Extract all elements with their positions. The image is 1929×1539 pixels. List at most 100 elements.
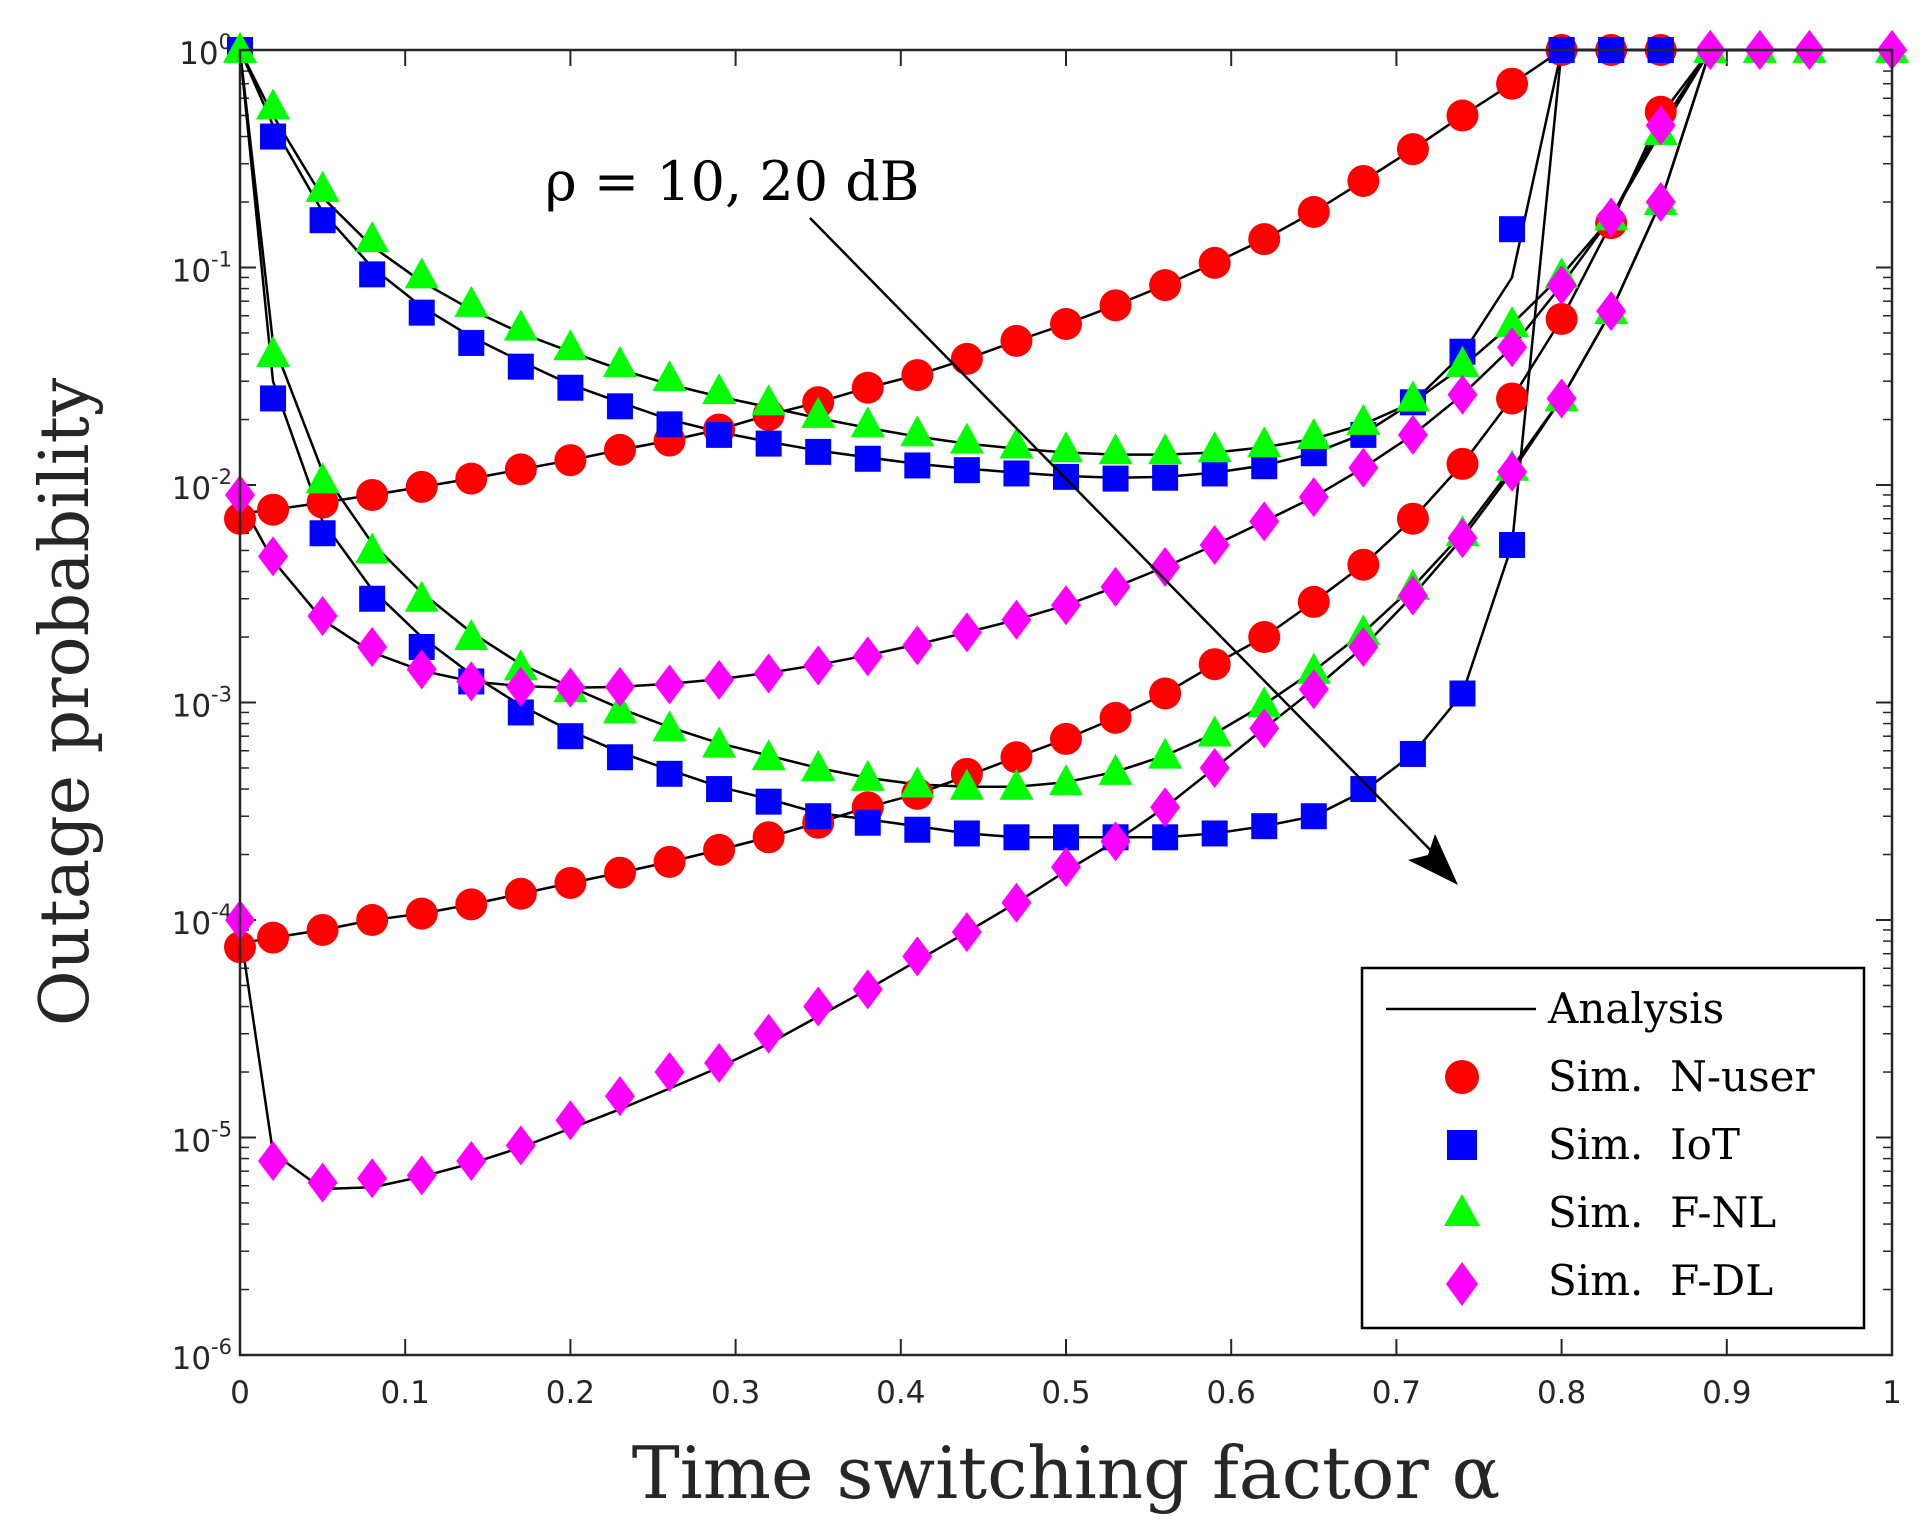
data-point-diamond <box>1150 787 1181 828</box>
data-point-circle <box>901 359 934 392</box>
data-point-triangle <box>1197 431 1232 463</box>
data-point-square <box>1201 460 1228 487</box>
data-point-square <box>1251 453 1278 480</box>
data-point-diamond <box>951 912 982 953</box>
data-point-triangle <box>1296 652 1331 684</box>
sim-markers <box>223 30 1909 1203</box>
data-point-diamond <box>505 666 536 707</box>
data-point-diamond <box>704 1043 735 1084</box>
legend-label-fdl: Sim. F-DL <box>1548 1256 1773 1305</box>
data-point-circle <box>356 478 389 511</box>
data-point-triangle <box>355 532 390 564</box>
data-point-triangle <box>454 619 489 651</box>
legend-marker-nuser <box>1445 1060 1479 1094</box>
y-tick-label: 10-1 <box>172 248 232 290</box>
data-point-diamond <box>406 649 437 690</box>
data-point-triangle <box>999 768 1034 800</box>
axis-ticks: 0 0.1 0.2 0.3 0.4 0.5 0.6 0.7 0.8 0.9 1 100 10-1 10-2… <box>172 30 1902 1411</box>
data-point-diamond <box>1051 585 1081 626</box>
data-point-circle <box>306 913 339 946</box>
data-point-square <box>1499 216 1526 243</box>
data-point-square <box>854 445 881 472</box>
data-point-circle <box>1000 741 1033 774</box>
data-point-circle <box>306 486 339 519</box>
data-point-triangle <box>1395 380 1430 412</box>
data-point-square <box>309 207 336 234</box>
data-point-circle <box>1050 722 1082 755</box>
data-point-square <box>706 421 733 448</box>
data-point-square <box>706 776 733 803</box>
data-point-diamond <box>1447 518 1478 559</box>
data-point-diamond <box>555 667 586 708</box>
data-point-square <box>656 411 683 438</box>
data-point-diamond <box>1298 669 1329 710</box>
data-point-diamond <box>1596 291 1627 332</box>
data-point-circle <box>405 470 438 503</box>
data-point-diamond <box>357 626 388 667</box>
data-point-diamond <box>357 1158 388 1199</box>
data-point-triangle <box>1148 737 1183 769</box>
data-point-square <box>260 385 287 412</box>
data-point-square <box>805 803 832 830</box>
data-point-square <box>1499 531 1526 558</box>
data-point-square <box>1251 813 1278 840</box>
data-point-diamond <box>1497 327 1528 368</box>
data-point-square <box>260 123 287 150</box>
x-tick-label: 0.6 <box>1207 1375 1256 1411</box>
data-point-circle <box>603 856 636 889</box>
data-point-square <box>1003 824 1030 851</box>
data-point-triangle <box>1098 753 1133 785</box>
data-point-circle <box>1248 621 1281 654</box>
data-point-triangle <box>1296 417 1331 449</box>
data-point-diamond <box>753 653 784 694</box>
data-point-square <box>359 585 386 612</box>
data-point-triangle <box>751 739 786 771</box>
data-point-triangle <box>1247 686 1282 718</box>
data-point-circle <box>1297 585 1330 618</box>
data-point-circle <box>1248 223 1281 256</box>
x-tick-label: 1 <box>1882 1375 1902 1411</box>
data-point-diamond <box>852 636 883 677</box>
data-point-square <box>755 430 782 457</box>
data-point-circle <box>1496 382 1529 415</box>
data-point-square <box>805 438 832 465</box>
data-point-diamond <box>1150 546 1181 587</box>
data-point-diamond <box>1199 747 1230 788</box>
data-point-triangle <box>1247 426 1282 458</box>
data-point-triangle <box>256 336 291 368</box>
data-point-diamond <box>307 1162 338 1203</box>
data-point-triangle <box>1049 764 1083 796</box>
data-point-triangle <box>1197 715 1232 747</box>
data-point-circle <box>653 845 686 878</box>
data-point-circle <box>257 493 290 526</box>
data-point-circle <box>1149 677 1182 710</box>
data-point-diamond <box>456 1140 487 1181</box>
data-point-square <box>1152 464 1179 491</box>
x-tick-label: 0.3 <box>711 1375 760 1411</box>
data-point-square <box>408 299 435 326</box>
data-point-square <box>1201 820 1228 847</box>
data-point-diamond <box>604 666 635 707</box>
data-point-triangle <box>1098 433 1133 465</box>
data-point-square <box>1102 465 1129 492</box>
data-point-square <box>656 760 683 787</box>
legend-label-iot: Sim. IoT <box>1548 1120 1740 1169</box>
annotation: ρ = 10, 20 dB <box>545 150 1458 885</box>
data-point-triangle <box>503 649 538 681</box>
legend-label-analysis: Analysis <box>1547 984 1724 1033</box>
legend-label-nuser: Sim. N-user <box>1548 1052 1815 1101</box>
data-point-circle <box>257 921 290 954</box>
y-tick-label: 10-3 <box>172 683 232 725</box>
data-point-triangle <box>652 710 687 742</box>
data-point-square <box>1053 824 1079 851</box>
data-point-square <box>904 816 931 843</box>
data-point-diamond <box>406 1155 437 1196</box>
data-point-circle <box>455 888 488 921</box>
data-point-circle <box>950 342 983 375</box>
x-tick-label: 0.8 <box>1537 1375 1586 1411</box>
data-point-circle <box>1099 701 1132 734</box>
legend-marker-iot <box>1447 1130 1477 1160</box>
plot-frame <box>238 48 1894 1357</box>
data-point-square <box>904 452 931 479</box>
data-point-square <box>606 393 633 420</box>
